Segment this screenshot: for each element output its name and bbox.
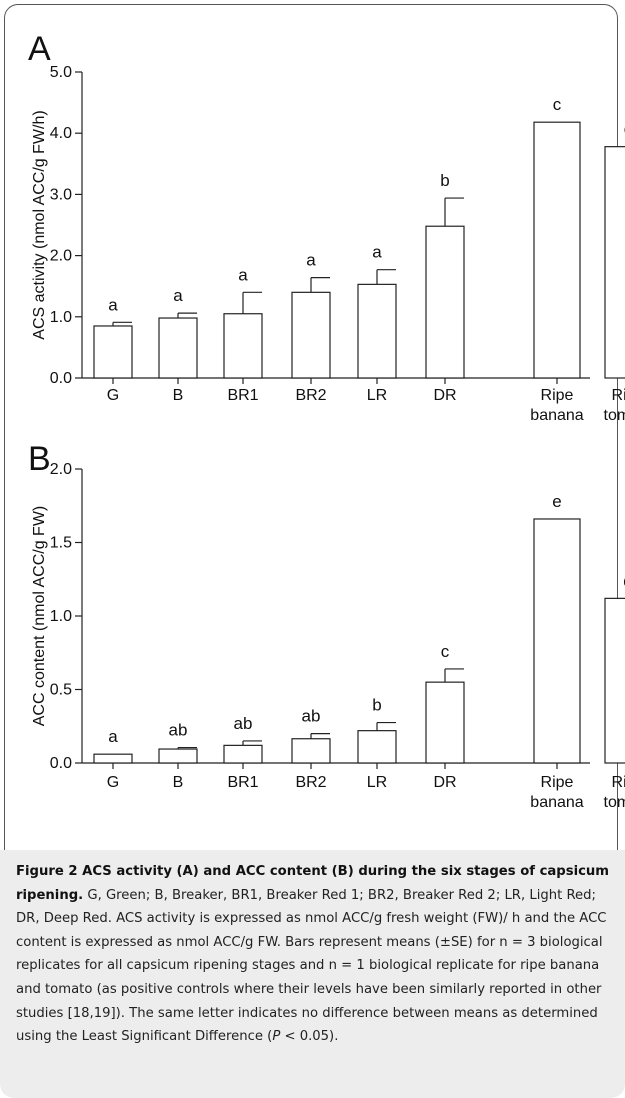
significance-letter: e: [552, 492, 561, 511]
bar: [291, 291, 331, 379]
panel-letter: A: [28, 30, 51, 68]
x-tick-label: B: [173, 774, 184, 791]
panel-b: B 0.0 0.5 1.0 1.5 2.0 ACC content (nmol ACC/g …: [28, 440, 625, 811]
significance-letter: ab: [169, 721, 188, 740]
x-tick-label: Ripe: [612, 774, 625, 791]
bar: [357, 283, 397, 379]
y-tick-label: 3.0: [50, 186, 72, 203]
y-axis-label: ACS activity (nmol ACC/g FW/h): [31, 110, 48, 339]
y-tick-label: 1.0: [50, 608, 72, 625]
y-tick-label: 1.5: [50, 535, 72, 552]
bar: [93, 753, 133, 764]
y-tick-label: 0.0: [50, 755, 72, 772]
x-tick-label: BR1: [227, 387, 258, 404]
bar: [533, 121, 581, 379]
significance-letter: a: [108, 295, 118, 314]
y-tick-label: 4.0: [50, 125, 72, 142]
bar: [223, 744, 263, 764]
significance-letter: a: [372, 243, 382, 262]
bar: [158, 748, 198, 764]
caption-body: G, Green; B, Breaker, BR1, Breaker Red 1…: [16, 887, 607, 1045]
significance-letter: b: [372, 696, 381, 715]
x-tick-label: Ripe: [612, 387, 625, 404]
bar: [93, 325, 133, 379]
bar: [291, 738, 331, 764]
y-tick-label: 5.0: [50, 64, 72, 81]
x-tick-label: BR2: [295, 387, 326, 404]
x-tick-label: BR2: [295, 774, 326, 791]
bar: [604, 597, 625, 764]
bar: [604, 146, 625, 379]
x-tick-label: LR: [367, 774, 387, 791]
y-tick-label: 0.0: [50, 370, 72, 387]
significance-letter: a: [238, 265, 248, 284]
x-tick-label: tomato: [604, 407, 625, 424]
figure-charts: A 0.0 1.0 2.0 3.0 4.0 5.0 ACS activity (nmol AC…: [28, 30, 625, 811]
significance-letter: c: [553, 95, 562, 114]
significance-letter: d: [623, 571, 625, 590]
x-tick-label: B: [173, 387, 184, 404]
significance-letter: c: [441, 642, 450, 661]
significance-letter: a: [306, 251, 316, 270]
bar: [357, 730, 397, 764]
caption-body-end: < 0.05).: [280, 1029, 339, 1045]
y-tick-label: 1.0: [50, 309, 72, 326]
y-tick-label: 0.5: [50, 682, 72, 699]
panel-letter: B: [28, 440, 51, 478]
x-tick-label: banana: [530, 407, 583, 424]
x-tick-label: Ripe: [541, 387, 574, 404]
caption-title: Figure 2 ACS activity (A) and ACC conten…: [16, 864, 610, 903]
x-tick-label: banana: [530, 794, 583, 811]
y-tick-label: 2.0: [50, 248, 72, 265]
bar: [223, 313, 263, 379]
x-tick-label: DR: [433, 387, 456, 404]
significance-letter: ab: [234, 714, 253, 733]
figure-caption: Figure 2 ACS activity (A) and ACC conten…: [0, 850, 625, 1098]
significance-letter: b: [440, 171, 449, 190]
bar: [425, 225, 465, 379]
bar: [533, 518, 581, 764]
caption-p-symbol: P: [272, 1029, 281, 1045]
x-tick-label: LR: [367, 387, 387, 404]
panel-a: A 0.0 1.0 2.0 3.0 4.0 5.0 ACS activity (nmol AC…: [28, 30, 625, 424]
significance-letter: a: [173, 286, 183, 305]
significance-letter: a: [108, 727, 118, 746]
x-tick-label: Ripe: [541, 774, 574, 791]
x-tick-label: G: [107, 774, 119, 791]
x-tick-label: tomato: [604, 794, 625, 811]
x-tick-label: DR: [433, 774, 456, 791]
significance-letter: ab: [302, 707, 321, 726]
bar: [425, 681, 465, 764]
x-tick-label: G: [107, 387, 119, 404]
bar: [158, 317, 198, 379]
y-tick-label: 2.0: [50, 461, 72, 478]
significance-letter: c: [624, 120, 625, 139]
x-tick-label: BR1: [227, 774, 258, 791]
y-axis-label: ACC content (nmol ACC/g FW): [31, 506, 48, 727]
